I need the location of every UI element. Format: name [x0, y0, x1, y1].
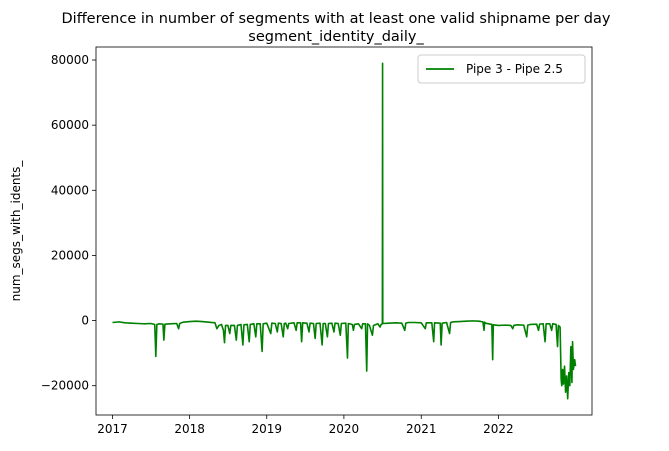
y-axis: −20000 0 20000 40000 60000 80000: [41, 53, 96, 393]
x-tick-label: 2020: [329, 422, 360, 436]
legend-label: Pipe 3 - Pipe 2.5: [466, 62, 563, 76]
x-tick-label: 2021: [406, 422, 437, 436]
chart-title: Difference in number of segments with at…: [62, 11, 611, 27]
x-tick-label: 2019: [251, 422, 282, 436]
chart-subtitle: segment_identity_daily_: [248, 29, 424, 45]
x-tick-label: 2018: [174, 422, 205, 436]
y-tick-label: −20000: [41, 379, 89, 393]
y-axis-label: num_segs_with_idents_: [9, 160, 23, 302]
y-tick-label: 40000: [51, 183, 89, 197]
x-tick-label: 2022: [483, 422, 514, 436]
y-tick-label: 0: [81, 314, 89, 328]
plot-series: [112, 62, 577, 400]
y-tick-label: 60000: [51, 118, 89, 132]
legend-box: [417, 54, 586, 84]
x-tick-label: 2017: [97, 422, 128, 436]
y-tick-label: 80000: [51, 53, 89, 67]
series-line: [112, 62, 577, 400]
legend: Pipe 3 - Pipe 2.5: [417, 54, 586, 84]
y-tick-label: 20000: [51, 248, 89, 262]
x-axis: 2017 2018 2019 2020 2021 2022: [97, 415, 514, 436]
